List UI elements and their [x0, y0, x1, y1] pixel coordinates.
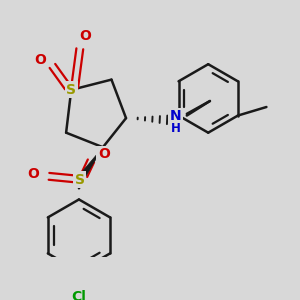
Text: N: N — [170, 110, 182, 123]
Text: H: H — [171, 122, 181, 135]
Text: O: O — [28, 167, 40, 181]
Polygon shape — [77, 147, 103, 182]
Text: Cl: Cl — [71, 290, 86, 300]
Text: S: S — [66, 83, 76, 97]
Text: O: O — [98, 147, 110, 161]
Text: O: O — [79, 29, 91, 43]
Text: S: S — [75, 173, 85, 187]
Text: O: O — [34, 53, 46, 67]
